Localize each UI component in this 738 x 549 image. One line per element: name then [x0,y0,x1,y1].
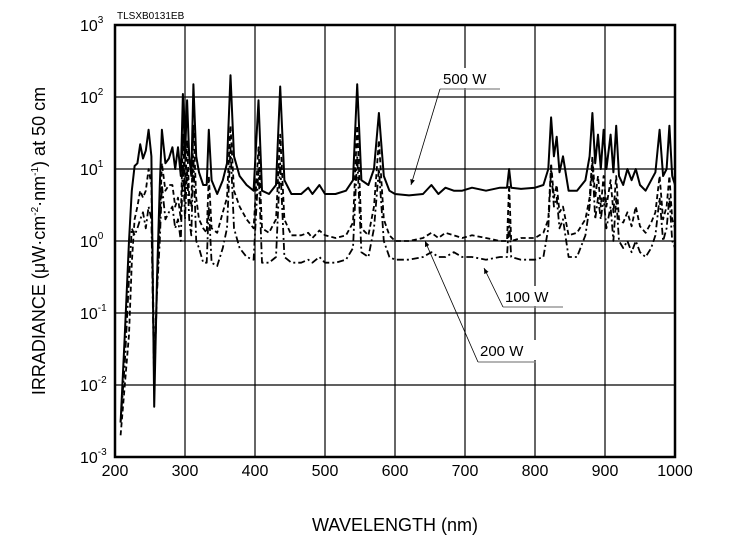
x-tick-label: 300 [172,463,199,480]
x-tick-label: 600 [382,463,409,480]
y-tick-label: 100 [80,231,104,251]
y-tick-label: 10-2 [80,375,107,395]
y-tick-label: 10-1 [80,303,107,323]
svg-text:500 W: 500 W [443,71,487,88]
plot-frame [113,23,677,459]
y-tick-label: 102 [80,87,104,107]
y-tick-label: 10-3 [80,447,107,467]
x-tick-labels: 200 300 400 500 600 700 800 900 1000 [102,463,693,480]
annotation-100w: 100 W [483,267,565,308]
x-tick-label: 800 [522,463,549,480]
grid [114,24,676,458]
x-tick-label: 1000 [657,463,693,480]
annotation-500w: 500 W [410,68,502,186]
y-tick-label: 103 [80,15,104,35]
svg-text:200 W: 200 W [480,343,524,360]
svg-text:100 W: 100 W [505,289,549,306]
series-line-200w [119,124,676,436]
x-tick-label: 400 [242,463,269,480]
series-group [119,74,676,436]
annotation-200w: 200 W [424,240,540,363]
x-tick-label: 900 [592,463,619,480]
series-line-100w [119,146,676,423]
y-tick-label: 101 [80,159,104,179]
y-axis-label: IRRADIANCE (μW·cm-2·nm-1) at 50 cm [29,87,49,395]
x-axis-label: WAVELENGTH (nm) [312,515,478,535]
x-tick-label: 500 [312,463,339,480]
y-tick-labels: 10-3 10-2 10-1 100 101 102 103 [80,15,107,467]
series-line-500w [119,74,676,423]
x-tick-label: 700 [452,463,479,480]
figure-code: TLSXB0131EB [117,11,185,22]
x-tick-label: 200 [102,463,129,480]
